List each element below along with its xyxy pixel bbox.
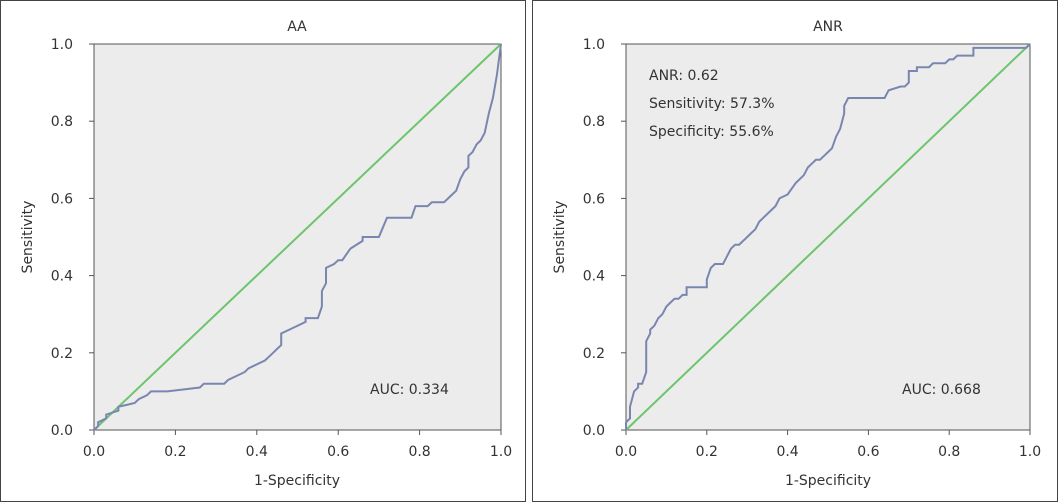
y-axis-label: Sensitivity xyxy=(20,201,36,274)
y-tick-label: 0.6 xyxy=(51,191,73,207)
roc-panel-aa: AA 1-Specificity Sensitivity 0.0 0.2 0.4 0.… xyxy=(0,0,526,502)
x-tick-label: 0.6 xyxy=(857,444,879,460)
axis-ticks: 0.0 0.2 0.4 0.6 0.8 1.0 0.0 0.2 0.4 0.6 0.8 1.0 xyxy=(583,37,1041,460)
specificity-annotation: Specificity: 55.6% xyxy=(649,124,774,140)
y-tick-label: 0.0 xyxy=(583,423,605,439)
y-tick-label: 0.6 xyxy=(583,191,605,207)
y-tick-label: 0.2 xyxy=(51,346,73,362)
auc-annotation: AUC: 0.334 xyxy=(370,382,449,398)
y-tick-label: 0.4 xyxy=(583,269,605,285)
chart-title: AA xyxy=(287,19,307,35)
sensitivity-annotation: Sensitivity: 57.3% xyxy=(649,96,775,112)
series-lines xyxy=(93,43,502,431)
roc-chart-aa: AA 1-Specificity Sensitivity 0.0 0.2 0.4 0.… xyxy=(20,19,512,489)
x-tick-label: 0.8 xyxy=(408,444,430,460)
x-tick-label: 0.0 xyxy=(615,444,637,460)
reference-line xyxy=(625,43,1031,431)
auc-annotation: AUC: 0.668 xyxy=(902,382,981,398)
roc-curve-line xyxy=(625,43,1031,430)
x-tick-label: 0.4 xyxy=(776,444,798,460)
y-tick-label: 1.0 xyxy=(583,37,605,53)
reference-line xyxy=(93,43,502,431)
axis-ticks: 0.0 0.2 0.4 0.6 0.8 1.0 0.0 0.2 0.4 0.6 0.8 1.0 xyxy=(51,37,512,460)
roc-chart-anr: ANR 1-Specificity Sensitivity 0.0 0.2 0.4 0… xyxy=(552,19,1041,489)
chart-title: ANR xyxy=(813,19,843,35)
x-tick-label: 1.0 xyxy=(490,444,512,460)
x-tick-label: 0.4 xyxy=(246,444,268,460)
y-tick-label: 1.0 xyxy=(51,37,73,53)
roc-panel-anr: ANR 1-Specificity Sensitivity 0.0 0.2 0.4 0… xyxy=(532,0,1058,502)
y-tick-label: 0.0 xyxy=(51,423,73,439)
x-tick-label: 0.2 xyxy=(164,444,186,460)
x-tick-label: 0.0 xyxy=(83,444,105,460)
x-tick-label: 0.6 xyxy=(327,444,349,460)
y-tick-label: 0.2 xyxy=(583,346,605,362)
cutoff-annotation: ANR: 0.62 xyxy=(649,68,719,84)
roc-curve-line xyxy=(93,43,502,431)
x-tick-label: 0.8 xyxy=(938,444,960,460)
x-tick-label: 0.2 xyxy=(696,444,718,460)
x-axis-label: 1-Specificity xyxy=(785,473,871,489)
series-lines xyxy=(625,43,1031,431)
y-axis-label: Sensitivity xyxy=(552,201,568,274)
y-tick-label: 0.8 xyxy=(51,114,73,130)
y-tick-label: 0.4 xyxy=(51,269,73,285)
x-tick-label: 1.0 xyxy=(1019,444,1041,460)
y-tick-label: 0.8 xyxy=(583,114,605,130)
x-axis-label: 1-Specificity xyxy=(254,473,340,489)
